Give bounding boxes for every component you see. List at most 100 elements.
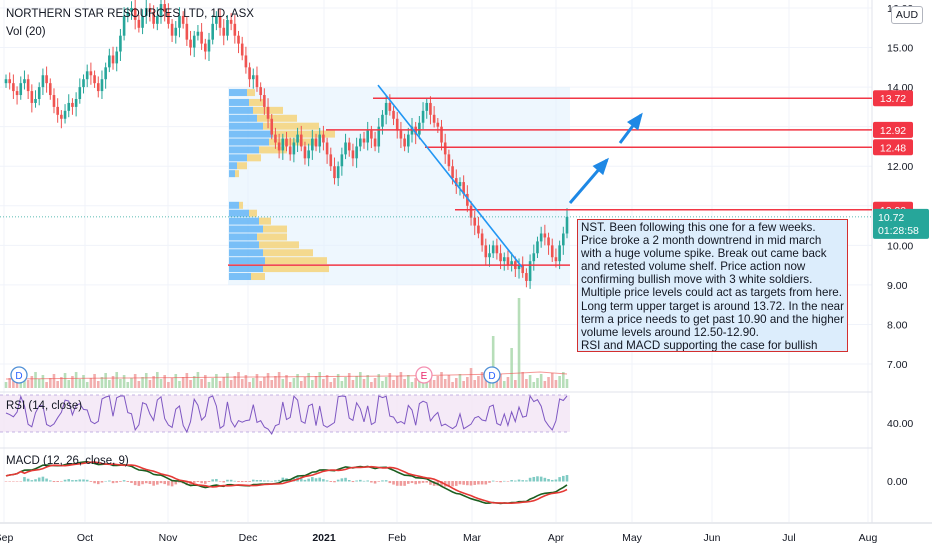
candle-body <box>303 146 307 159</box>
profile-bar-down <box>263 122 319 130</box>
candle-body <box>429 102 432 115</box>
profile-bar-down <box>239 201 243 209</box>
candle-body <box>37 87 41 99</box>
volume-bar <box>93 374 96 388</box>
volume-bar <box>499 374 502 388</box>
volume-bar <box>381 381 384 388</box>
macd-hist-bar <box>159 481 163 484</box>
volume-bar <box>477 376 480 388</box>
currency-button[interactable]: AUD <box>891 6 923 24</box>
volume-bar <box>491 336 495 388</box>
candle-body <box>307 150 310 159</box>
macd-hist-bar <box>12 481 15 482</box>
volume-bar <box>495 378 499 388</box>
macd-hist-bar <box>23 477 26 482</box>
macd-hist-bar <box>170 481 174 487</box>
macd-hist-bar <box>263 480 266 482</box>
macd-hist-bar <box>137 481 141 486</box>
candle-body <box>370 130 373 139</box>
macd-hist-bar <box>45 478 48 482</box>
profile-bar-down <box>237 162 247 170</box>
candle-body <box>381 114 384 127</box>
candle-body <box>119 35 122 52</box>
volume-bar <box>82 375 85 388</box>
candle-body <box>477 225 480 234</box>
profile-bar-up <box>229 225 263 233</box>
candle-body <box>248 67 251 80</box>
arrow-target-1-head <box>592 157 609 176</box>
candle-body <box>192 35 196 48</box>
candle-body <box>473 217 477 226</box>
profile-bar-up <box>229 170 235 178</box>
volume-bar <box>259 381 262 388</box>
macd-hist-bar <box>277 479 281 482</box>
volume-bar <box>362 379 366 388</box>
volume-bar <box>392 380 395 388</box>
macd-hist-bar <box>314 478 318 482</box>
candle-body <box>517 265 521 270</box>
volume-bar <box>388 373 392 388</box>
candle-body <box>318 134 322 147</box>
candle-body <box>178 15 181 28</box>
volume-bar <box>200 379 203 388</box>
candle-body <box>266 106 270 119</box>
volume-profile <box>228 87 570 285</box>
macd-hist-bar <box>480 481 484 485</box>
macd-hist-bar <box>536 476 539 482</box>
time-tick-label: Sep <box>0 532 13 544</box>
macd-hist-bar <box>344 477 347 482</box>
candle-body <box>484 245 488 258</box>
volume-bar <box>196 372 200 388</box>
countdown-label: 01:28:58 <box>878 225 919 237</box>
profile-bar-down <box>259 241 299 249</box>
event-letter: D <box>488 371 495 382</box>
candle-body <box>12 83 15 92</box>
volume-bar <box>399 372 403 388</box>
macd-hist-bar <box>192 481 196 483</box>
macd-hist-bar <box>359 479 362 482</box>
time-tick-label: Feb <box>388 532 406 544</box>
candle-body <box>554 257 558 262</box>
volume-bar <box>211 378 214 388</box>
candle-body <box>558 245 561 262</box>
candle-body <box>550 245 554 258</box>
macd-hist-bar <box>215 478 218 482</box>
candle-body <box>469 205 473 218</box>
candle-body <box>167 11 170 24</box>
volume-bar <box>48 378 52 388</box>
macd-hist-bar <box>115 481 119 483</box>
volume-bar <box>266 373 270 388</box>
candle-body <box>30 91 34 103</box>
candle-body <box>218 15 222 28</box>
candle-body <box>421 110 425 123</box>
macd-hist-bar <box>144 481 148 484</box>
candle-body <box>141 15 144 28</box>
macd-hist-bar <box>163 481 167 485</box>
macd-hist-bar <box>340 478 344 482</box>
volume-bar <box>410 382 414 388</box>
candle-body <box>532 253 536 262</box>
candle-body <box>240 43 244 56</box>
volume-label: Vol (20) <box>6 26 46 38</box>
candle-body <box>181 15 185 24</box>
candle-body <box>277 142 281 151</box>
candle-body <box>93 75 96 84</box>
candle-body <box>443 142 447 155</box>
candle-body <box>406 134 410 147</box>
candle-body <box>63 110 67 119</box>
volume-bar <box>248 382 251 388</box>
macd-hist-bar <box>362 480 366 482</box>
time-tick-label: May <box>622 532 643 544</box>
profile-bar-up <box>229 89 247 97</box>
candle-body <box>502 257 506 262</box>
macd-hist-bar <box>207 481 211 482</box>
macd-hist-bar <box>399 481 403 486</box>
profile-bar-down <box>273 130 335 138</box>
candle-body <box>144 8 148 16</box>
candle-body <box>111 55 115 64</box>
candle-body <box>539 233 543 242</box>
macd-hist-bar <box>495 481 499 482</box>
profile-bar-up <box>229 130 273 138</box>
macd-hist-bar <box>274 480 277 482</box>
